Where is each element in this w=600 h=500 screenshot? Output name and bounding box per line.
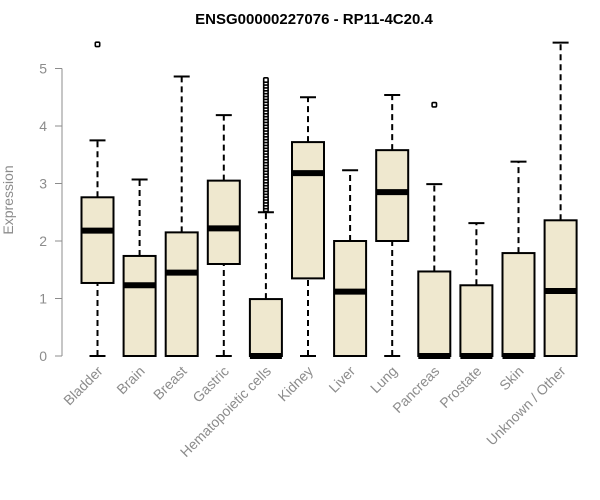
box-kidney: [291, 96, 325, 357]
x-tick-label: Pancreas: [389, 363, 442, 416]
box-hematopoietic-cells: [248, 77, 283, 359]
iqr-box: [164, 231, 199, 357]
outlier-point: [431, 101, 438, 108]
y-axis-label: Expression: [0, 165, 16, 234]
x-tick-label: Breast: [150, 363, 190, 403]
iqr-box: [375, 149, 410, 242]
x-tick-label: Liver: [325, 363, 358, 396]
box-pancreas: [417, 101, 452, 359]
box-brain: [122, 178, 157, 357]
box-prostate: [459, 222, 494, 359]
box-liver: [333, 169, 368, 357]
box-skin: [501, 160, 536, 359]
y-axis: 0 1 2 3 4 5: [39, 61, 63, 364]
iqr-box: [333, 240, 368, 357]
box-lung: [375, 93, 410, 357]
iqr-box: [80, 196, 115, 284]
y-tick-label: 1: [39, 291, 47, 307]
x-tick-label: Prostate: [436, 363, 484, 411]
outlier-point: [262, 77, 269, 84]
y-tick-label: 2: [39, 233, 47, 249]
chart-title: ENSG00000227076 - RP11-4C20.4: [195, 11, 433, 28]
y-tick-label: 4: [39, 118, 47, 134]
iqr-box: [459, 284, 494, 357]
y-tick-label: 3: [39, 176, 47, 192]
box-breast: [164, 75, 199, 357]
box-unknown-other: [543, 41, 578, 357]
y-tick-label: 5: [39, 61, 47, 77]
x-tick-label: Kidney: [275, 363, 317, 405]
x-tick-label: Lung: [367, 363, 400, 396]
iqr-box: [248, 298, 283, 358]
x-tick-label: Skin: [496, 363, 527, 394]
outlier-point: [94, 41, 101, 48]
iqr-box: [291, 141, 325, 280]
iqr-box: [206, 179, 241, 265]
box-gastric: [206, 114, 241, 357]
iqr-box: [122, 254, 157, 357]
x-tick-label: Bladder: [60, 363, 106, 409]
x-tick-label: Brain: [113, 363, 147, 397]
box-bladder: [80, 41, 115, 357]
boxes-layer: [80, 41, 578, 359]
x-tick-label: Unknown / Other: [483, 363, 569, 449]
y-tick-label: 0: [39, 348, 47, 364]
iqr-box: [417, 270, 452, 358]
iqr-box: [501, 252, 536, 357]
